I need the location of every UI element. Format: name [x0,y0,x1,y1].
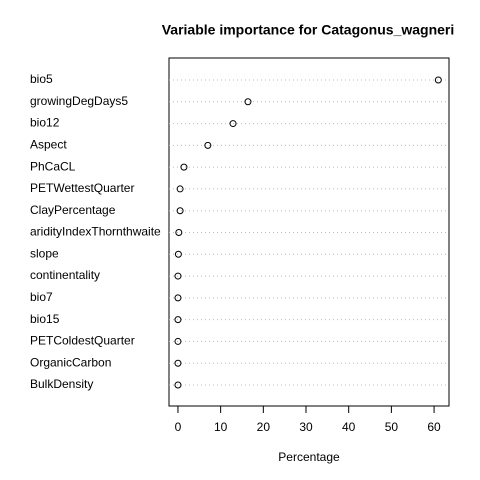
dot [175,229,183,236]
x-tick-label: 60 [427,420,441,434]
category-label: PETWettestQuarter [30,181,134,195]
dot [174,316,182,324]
dot [176,207,184,215]
dot [229,120,237,128]
category-label: aridityIndexThornthwaite [30,225,161,239]
x-tick-label: 30 [299,420,313,434]
category-label: growingDegDays5 [30,94,128,108]
dot [174,381,182,389]
category-label: bio7 [30,290,53,304]
dot [204,141,212,149]
category-label: slope [30,246,59,260]
category-label: bio15 [30,312,60,326]
dot [174,250,182,258]
dot [244,98,252,106]
chart-title: Variable importance for Catagonus_wagner… [162,22,455,38]
x-tick-label: 20 [257,420,271,434]
x-axis-title: Percentage [278,450,340,464]
category-label: BulkDensity [30,377,93,391]
x-tick-label: 50 [385,420,399,434]
x-tick-label: 10 [214,420,228,434]
dot [174,272,182,280]
x-tick-label: 0 [175,420,182,434]
category-label: PETColdestQuarter [30,334,135,348]
category-label: OrganicCarbon [30,355,111,369]
category-label: bio5 [30,72,53,86]
dot [174,294,182,302]
x-tick-label: 40 [342,420,356,434]
category-label: Aspect [30,138,67,152]
category-label: PhCaCL [30,159,76,173]
dot [176,185,184,193]
category-label: bio12 [30,116,60,130]
dot [174,337,182,345]
dot [434,76,442,84]
dot [174,359,182,367]
category-label: ClayPercentage [30,203,116,217]
category-label: continentality [30,268,100,282]
dot [180,163,188,171]
